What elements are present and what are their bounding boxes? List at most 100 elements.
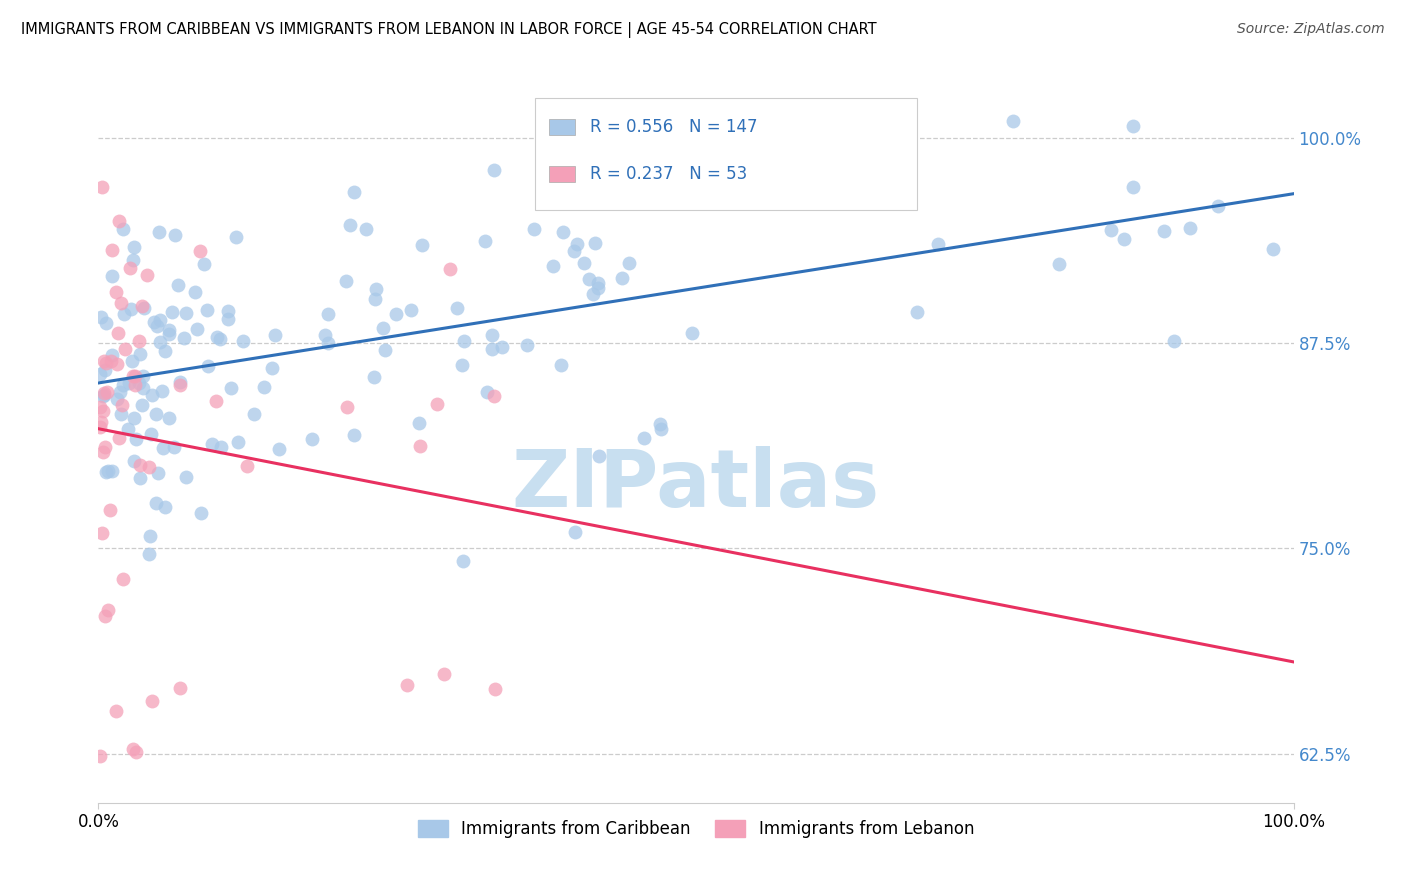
- Point: [108, 214, 131, 228]
- Point: [89, 749, 111, 764]
- Point: [166, 277, 188, 292]
- Point: [815, 134, 838, 148]
- Point: [474, 234, 496, 248]
- Point: [190, 506, 212, 520]
- Point: [316, 335, 339, 350]
- Point: [617, 256, 640, 270]
- Point: [190, 244, 212, 258]
- Point: [1122, 119, 1144, 133]
- Point: [139, 426, 162, 441]
- Point: [610, 270, 633, 285]
- Point: [1163, 334, 1185, 349]
- Point: [117, 422, 139, 436]
- Point: [364, 293, 387, 307]
- Point: [301, 432, 323, 446]
- Point: [550, 358, 572, 372]
- Text: IMMIGRANTS FROM CARIBBEAN VS IMMIGRANTS FROM LEBANON IN LABOR FORCE | AGE 45-54 : IMMIGRANTS FROM CARIBBEAN VS IMMIGRANTS …: [21, 22, 877, 38]
- Point: [101, 268, 124, 283]
- Point: [316, 307, 339, 321]
- Point: [891, 189, 914, 203]
- Text: R = 0.237   N = 53: R = 0.237 N = 53: [589, 165, 747, 183]
- Point: [91, 388, 114, 402]
- Point: [374, 343, 396, 358]
- Point: [145, 496, 167, 510]
- Point: [90, 180, 112, 194]
- Point: [343, 427, 366, 442]
- Point: [612, 145, 634, 160]
- Point: [163, 440, 186, 454]
- Point: [582, 286, 605, 301]
- Point: [134, 301, 156, 315]
- Point: [650, 422, 672, 436]
- Point: [107, 392, 129, 406]
- Point: [205, 393, 228, 408]
- Point: [89, 400, 111, 414]
- Point: [354, 222, 377, 236]
- Point: [121, 742, 143, 756]
- Point: [482, 389, 505, 403]
- Point: [100, 353, 122, 368]
- Point: [110, 385, 132, 400]
- Point: [169, 378, 191, 392]
- Point: [169, 375, 191, 389]
- Point: [129, 346, 152, 360]
- Point: [364, 282, 387, 296]
- Point: [124, 368, 146, 383]
- Point: [564, 524, 586, 539]
- Point: [94, 363, 117, 377]
- Point: [121, 354, 143, 368]
- Text: ZIPatlas: ZIPatlas: [512, 446, 880, 524]
- Point: [183, 285, 205, 300]
- Point: [128, 376, 150, 390]
- Point: [385, 308, 408, 322]
- Point: [153, 344, 176, 359]
- Point: [446, 301, 468, 315]
- Point: [91, 525, 114, 540]
- Text: Source: ZipAtlas.com: Source: ZipAtlas.com: [1237, 22, 1385, 37]
- Point: [94, 465, 117, 479]
- Point: [162, 305, 184, 319]
- Point: [572, 256, 595, 270]
- Point: [553, 225, 575, 239]
- Point: [148, 226, 170, 240]
- Point: [131, 398, 153, 412]
- Point: [565, 237, 588, 252]
- Point: [138, 547, 160, 561]
- Point: [146, 466, 169, 480]
- Point: [128, 471, 150, 485]
- Point: [1122, 180, 1144, 194]
- Point: [93, 388, 115, 402]
- Point: [426, 397, 449, 411]
- Point: [159, 410, 181, 425]
- Point: [232, 334, 254, 348]
- Point: [193, 257, 215, 271]
- Point: [217, 311, 239, 326]
- Point: [208, 332, 231, 346]
- Point: [107, 431, 129, 445]
- Point: [138, 529, 160, 543]
- Point: [131, 300, 153, 314]
- Point: [157, 326, 180, 341]
- Point: [243, 407, 266, 421]
- Point: [129, 458, 152, 472]
- Point: [905, 304, 928, 318]
- Point: [586, 276, 609, 290]
- Point: [118, 260, 141, 275]
- Point: [1002, 114, 1025, 128]
- Point: [927, 236, 949, 251]
- Point: [173, 331, 195, 345]
- Point: [236, 458, 259, 473]
- Point: [335, 274, 357, 288]
- Point: [93, 354, 115, 368]
- Point: [121, 252, 143, 267]
- Point: [588, 449, 610, 463]
- Point: [132, 368, 155, 383]
- Point: [562, 244, 585, 259]
- Point: [450, 358, 472, 372]
- Point: [94, 440, 117, 454]
- Point: [336, 401, 359, 415]
- Point: [138, 459, 160, 474]
- Point: [148, 313, 170, 327]
- Point: [91, 404, 114, 418]
- Point: [1180, 221, 1202, 235]
